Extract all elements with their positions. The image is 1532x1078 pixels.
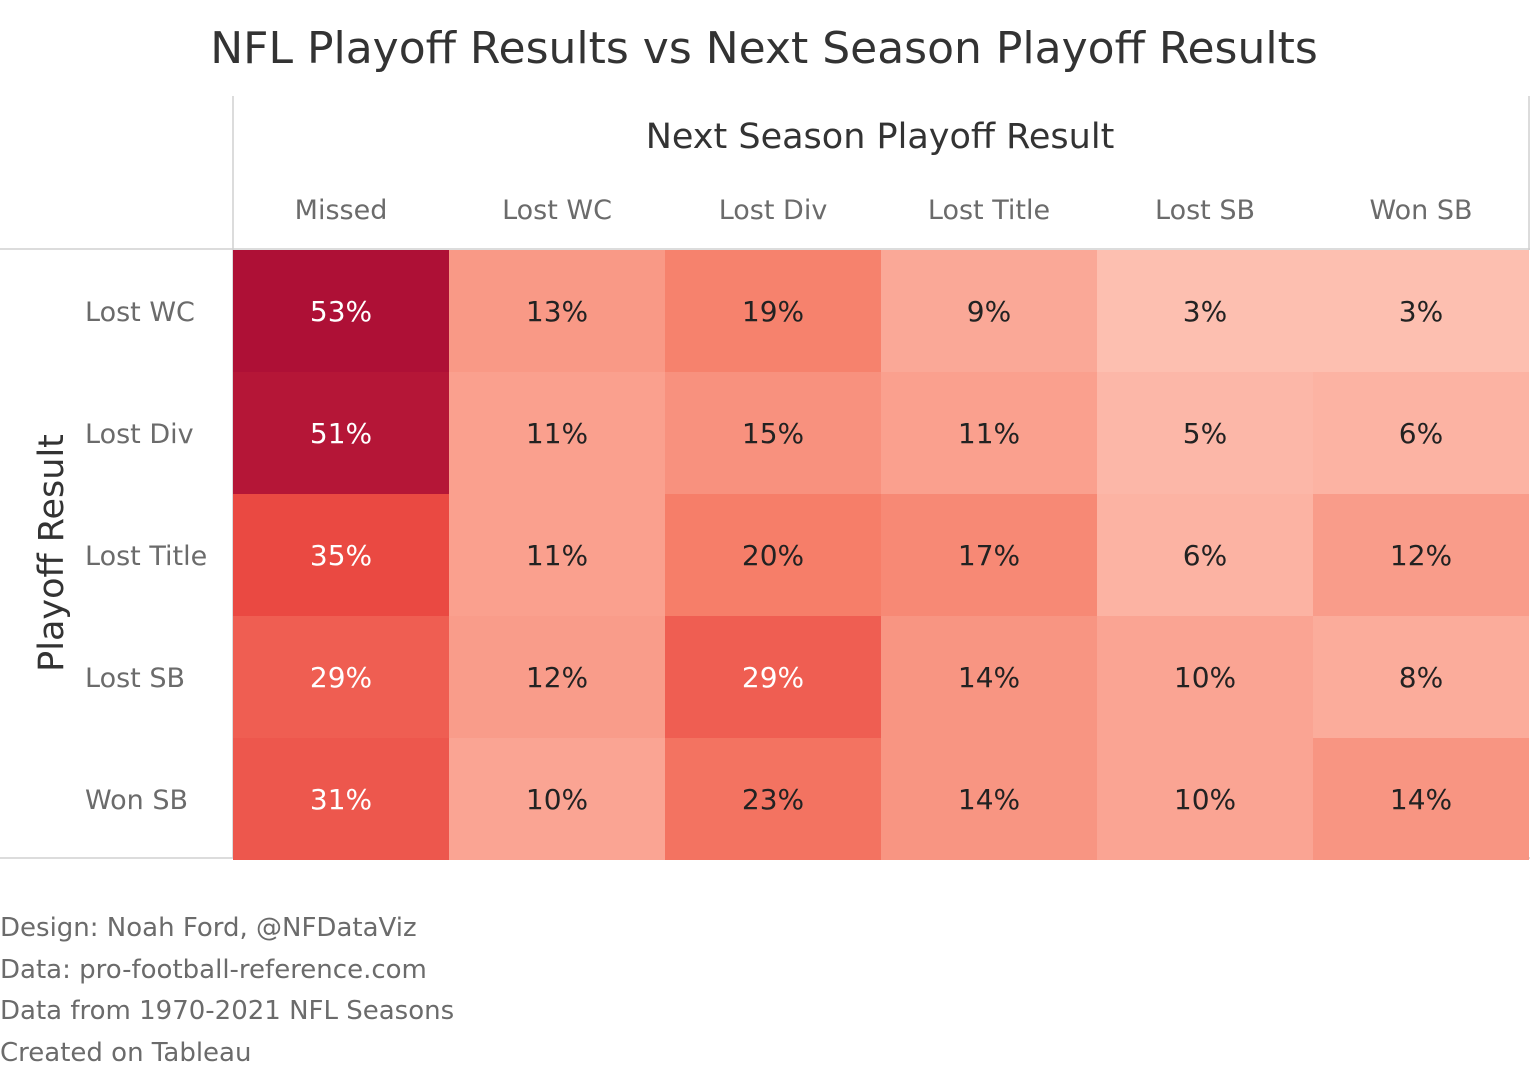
footer-credits: Design: Noah Ford, @NFDataViz Data: pro-… [0, 908, 454, 1074]
footer-tool-credit: Created on Tableau [0, 1037, 252, 1068]
heatmap-cell [449, 738, 665, 860]
cell-value-label: 6% [1399, 417, 1443, 450]
cell-value-label: 3% [1183, 295, 1227, 328]
cell-value-label: 15% [742, 417, 804, 450]
cell-value-label: 53% [310, 295, 372, 328]
cell-value-label: 29% [310, 661, 372, 694]
x-tick-label: Won SB [1370, 195, 1473, 226]
x-tick-labels: Missed Lost WC Lost Div Lost Title Lost SB Wo… [295, 195, 1473, 226]
y-tick-label: Lost Title [85, 541, 207, 572]
heatmap-cell [1313, 494, 1529, 616]
cell-value-label: 14% [1390, 783, 1452, 816]
chart-title: NFL Playoff Results vs Next Season Playo… [210, 23, 1318, 74]
cell-value-label: 11% [526, 417, 588, 450]
y-axis-title: Playoff Result [32, 434, 72, 672]
y-tick-label: Lost SB [85, 663, 185, 694]
cell-value-label: 6% [1183, 539, 1227, 572]
x-axis-title: Next Season Playoff Result [646, 117, 1115, 157]
x-tick-label: Lost Div [719, 195, 828, 226]
cell-value-label: 51% [310, 417, 372, 450]
heatmap-cell [881, 372, 1097, 494]
cell-value-label: 31% [310, 783, 372, 816]
heatmap-cell [1313, 372, 1529, 494]
heatmap-cell [1313, 616, 1529, 738]
heatmap-cell [1097, 738, 1313, 860]
heatmap-cell [881, 738, 1097, 860]
x-tick-label: Lost SB [1155, 195, 1255, 226]
y-tick-label: Won SB [85, 785, 188, 816]
cell-value-label: 10% [526, 783, 588, 816]
cell-value-label: 20% [742, 539, 804, 572]
heatmap-cell [233, 250, 449, 372]
heatmap-cell [665, 372, 881, 494]
heatmap-cell [881, 494, 1097, 616]
y-tick-label: Lost Div [85, 419, 194, 450]
footer-data-range: Data from 1970-2021 NFL Seasons [0, 996, 455, 1026]
cell-value-label: 12% [1390, 539, 1452, 572]
heatmap-cell [233, 372, 449, 494]
cell-value-label: 11% [526, 539, 588, 572]
heatmap-cell [1097, 616, 1313, 738]
y-tick-labels: Lost WC Lost Div Lost Title Lost SB Won SB [85, 297, 207, 816]
heatmap-cell [1097, 494, 1313, 616]
x-tick-label: Lost WC [502, 195, 612, 226]
heatmap-cell [1097, 372, 1313, 494]
heatmap-cell [665, 494, 881, 616]
x-tick-label: Lost Title [928, 195, 1050, 226]
cell-value-label: 17% [958, 539, 1020, 572]
cell-value-label: 5% [1183, 417, 1227, 450]
heatmap-cell [665, 738, 881, 860]
heatmap-cell [233, 616, 449, 738]
heatmap-cell [881, 616, 1097, 738]
cell-value-label: 19% [742, 295, 804, 328]
cell-value-label: 23% [742, 783, 804, 816]
heatmap-cell [449, 372, 665, 494]
heatmap-cell [449, 494, 665, 616]
y-tick-label: Lost WC [85, 297, 195, 328]
cell-value-label: 14% [958, 783, 1020, 816]
cell-value-label: 10% [1174, 661, 1236, 694]
x-tick-label: Missed [295, 195, 388, 226]
heatmap-cell [1313, 250, 1529, 372]
footer-design-credit: Design: Noah Ford, @NFDataViz [0, 913, 417, 943]
cell-value-label: 10% [1174, 783, 1236, 816]
cell-value-label: 14% [958, 661, 1020, 694]
cell-value-label: 12% [526, 661, 588, 694]
heatmap-cells: 53% 13% 19% 9% 3% 3% 51% 11% 15% 11% 5% 6% 35% 11% 20%… [233, 250, 1529, 860]
cell-value-label: 8% [1399, 661, 1443, 694]
heatmap-cell [1097, 250, 1313, 372]
heatmap-cell [449, 616, 665, 738]
heatmap-cell [233, 494, 449, 616]
cell-value-label: 3% [1399, 295, 1443, 328]
heatmap-cell [881, 250, 1097, 372]
heatmap-cell [1313, 738, 1529, 860]
cell-value-label: 13% [526, 295, 588, 328]
heatmap-cell [449, 250, 665, 372]
cell-value-label: 35% [310, 539, 372, 572]
heatmap-cell [665, 250, 881, 372]
cell-value-label: 29% [742, 661, 804, 694]
footer-data-source: Data: pro-football-reference.com [0, 954, 427, 985]
heatmap-cell [233, 738, 449, 860]
cell-value-label: 11% [958, 417, 1020, 450]
heatmap-cell [665, 616, 881, 738]
cell-value-label: 9% [967, 295, 1011, 328]
